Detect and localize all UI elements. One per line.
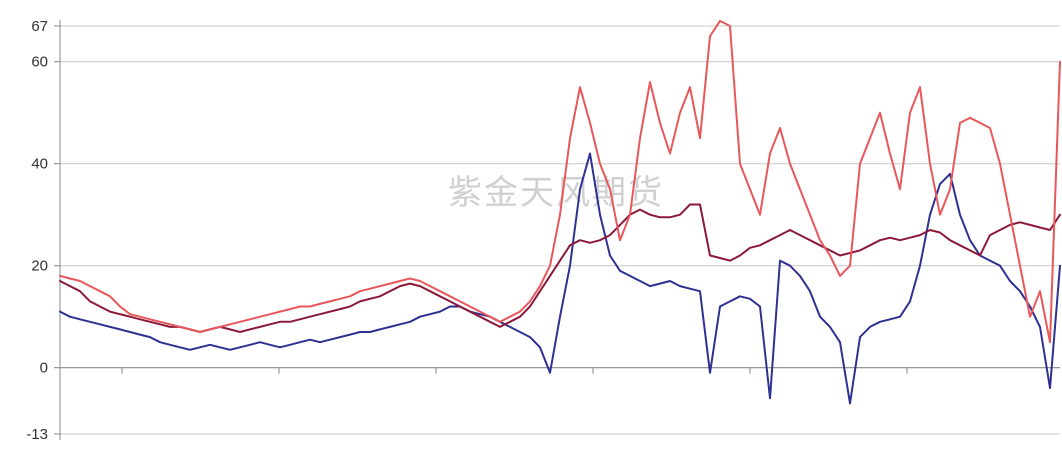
y-tick-label-3: 20 (31, 258, 48, 275)
watermark-text: 紫金天风期货 (448, 173, 664, 213)
y-tick-label-4: 0 (40, 360, 48, 377)
series-lines (59, 19, 1061, 405)
y-tick-label-5: -13 (26, 426, 48, 443)
grid (60, 25, 1060, 435)
y-tick-label-2: 40 (31, 156, 48, 173)
axes (54, 20, 1060, 440)
series-line-2 (59, 19, 1061, 344)
series-line-1 (59, 203, 1061, 333)
y-tick-labels: 67 60 40 20 0 -13 (26, 18, 48, 443)
y-tick-label-1: 60 (31, 54, 48, 71)
y-tick-label-0: 67 (31, 18, 48, 35)
series-line-0 (59, 152, 1061, 405)
